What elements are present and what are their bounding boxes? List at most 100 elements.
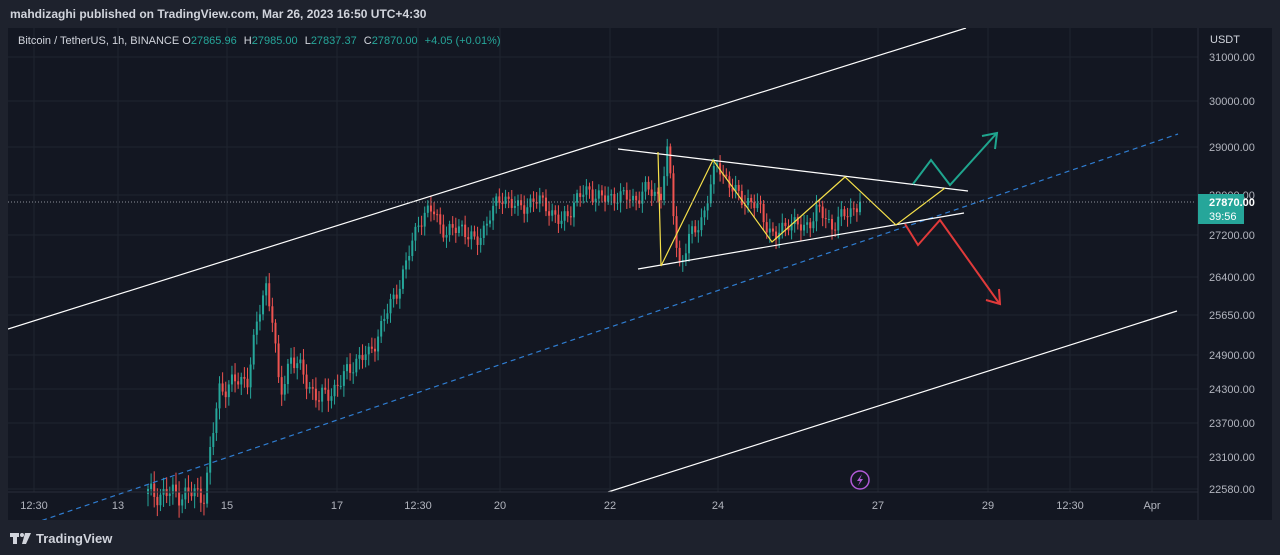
candle-body <box>178 492 181 506</box>
candle-body <box>619 191 622 203</box>
price-axis-currency: USDT <box>1210 34 1240 46</box>
candle-body <box>759 203 762 205</box>
tradingview-logo-icon <box>10 533 31 544</box>
candle-body <box>153 483 156 497</box>
candle-body <box>644 181 647 192</box>
candle-body <box>604 195 607 202</box>
y-axis-ticks: 31000.0030000.0029000.0028000.0027200.00… <box>1209 52 1255 496</box>
candle-body <box>420 225 423 227</box>
candle-body <box>510 198 513 208</box>
candle-body <box>775 231 778 240</box>
candle-body <box>678 247 681 262</box>
candle-body <box>768 228 771 233</box>
candle-body <box>408 255 411 261</box>
open-value: 27865.96 <box>190 35 237 47</box>
current-price-badge <box>1198 194 1244 224</box>
candle-body <box>638 200 641 204</box>
price-chart[interactable]: USDT 31000.0030000.0029000.0028000.00272… <box>8 28 1272 520</box>
candle-body <box>793 217 796 225</box>
candle-body <box>199 488 202 503</box>
candle-body <box>190 491 193 497</box>
candle-body <box>296 363 299 369</box>
channel-lower-line <box>607 310 1178 493</box>
candle-body <box>495 196 498 206</box>
candle-body <box>442 224 445 238</box>
candle-body <box>330 396 333 401</box>
candle-body <box>411 240 414 256</box>
candle-body <box>308 387 311 389</box>
candle-body <box>417 225 420 227</box>
bearish-arrowhead <box>985 288 1002 306</box>
chart-panel[interactable]: USDT 31000.0030000.0029000.0028000.00272… <box>8 28 1272 520</box>
candle-body <box>324 387 327 390</box>
candle-body <box>355 358 358 373</box>
brand-name: TradingView <box>36 530 113 546</box>
candle-body <box>227 384 230 398</box>
candle-body <box>843 209 846 217</box>
x-tick-label: 13 <box>112 500 124 512</box>
candle-body <box>700 217 703 231</box>
candle-body <box>691 226 694 234</box>
candle-body <box>448 224 451 235</box>
candle-body <box>613 194 616 204</box>
candle-body <box>756 203 759 209</box>
candle-body <box>202 502 205 504</box>
candle-body <box>582 194 585 197</box>
candlesticks <box>147 138 861 518</box>
footer-brand[interactable]: TradingView <box>10 528 112 548</box>
candle-body <box>831 218 834 230</box>
triangle-lower-line <box>637 212 965 270</box>
candle-body <box>734 184 737 192</box>
candle-body <box>703 210 706 218</box>
time-axis[interactable]: 12:30 13 15 17 12:30 20 22 24 27 29 12:30 Apr <box>8 491 1198 512</box>
candle-body <box>852 208 855 210</box>
candle-body <box>687 233 690 254</box>
candle-body <box>557 214 560 224</box>
candle-body <box>476 236 479 245</box>
candle-body <box>218 383 221 409</box>
candle-body <box>834 229 837 231</box>
candle-body <box>212 432 215 447</box>
candle-body <box>610 194 613 196</box>
y-tick-label: 24900.00 <box>1209 350 1255 362</box>
candle-body <box>174 484 177 493</box>
price-axis[interactable]: USDT 31000.0030000.0029000.0028000.00272… <box>1197 28 1255 520</box>
candle-body <box>771 228 774 232</box>
candle-body <box>327 389 330 401</box>
candle-body <box>433 211 436 215</box>
candle-body <box>258 314 261 322</box>
candle-body <box>498 196 501 203</box>
candle-body <box>632 195 635 201</box>
candle-body <box>473 231 476 237</box>
candle-body <box>803 224 806 231</box>
candle-body <box>252 334 255 365</box>
x-tick-label: Apr <box>1143 500 1160 512</box>
candle-body <box>439 214 442 225</box>
lightning-icon[interactable] <box>850 470 870 490</box>
x-tick-label: 22 <box>604 500 616 512</box>
candle-body <box>859 201 861 213</box>
candle-body <box>392 294 395 300</box>
candle-body <box>454 227 457 234</box>
candle-body <box>240 376 243 385</box>
candle-body <box>548 211 551 216</box>
candle-body <box>504 196 507 205</box>
candle-body <box>653 191 656 196</box>
candle-body <box>265 283 268 296</box>
candle-body <box>731 187 734 192</box>
close-value: 27870.00 <box>371 35 418 47</box>
candle-body <box>799 224 802 231</box>
triangle-upper-line <box>617 148 969 192</box>
symbol-legend: Bitcoin / TetherUS, 1h, BINANCE O27865.9… <box>18 35 501 47</box>
candle-body <box>489 220 492 224</box>
candle-body <box>147 489 149 494</box>
candle-body <box>625 190 628 200</box>
candle-body <box>709 184 712 204</box>
candle-body <box>336 384 339 386</box>
candle-body <box>168 493 171 496</box>
candle-body <box>401 269 404 289</box>
candle-body <box>712 166 715 185</box>
close-label: C <box>363 35 372 47</box>
candle-body <box>526 207 529 214</box>
candle-body <box>622 190 625 192</box>
